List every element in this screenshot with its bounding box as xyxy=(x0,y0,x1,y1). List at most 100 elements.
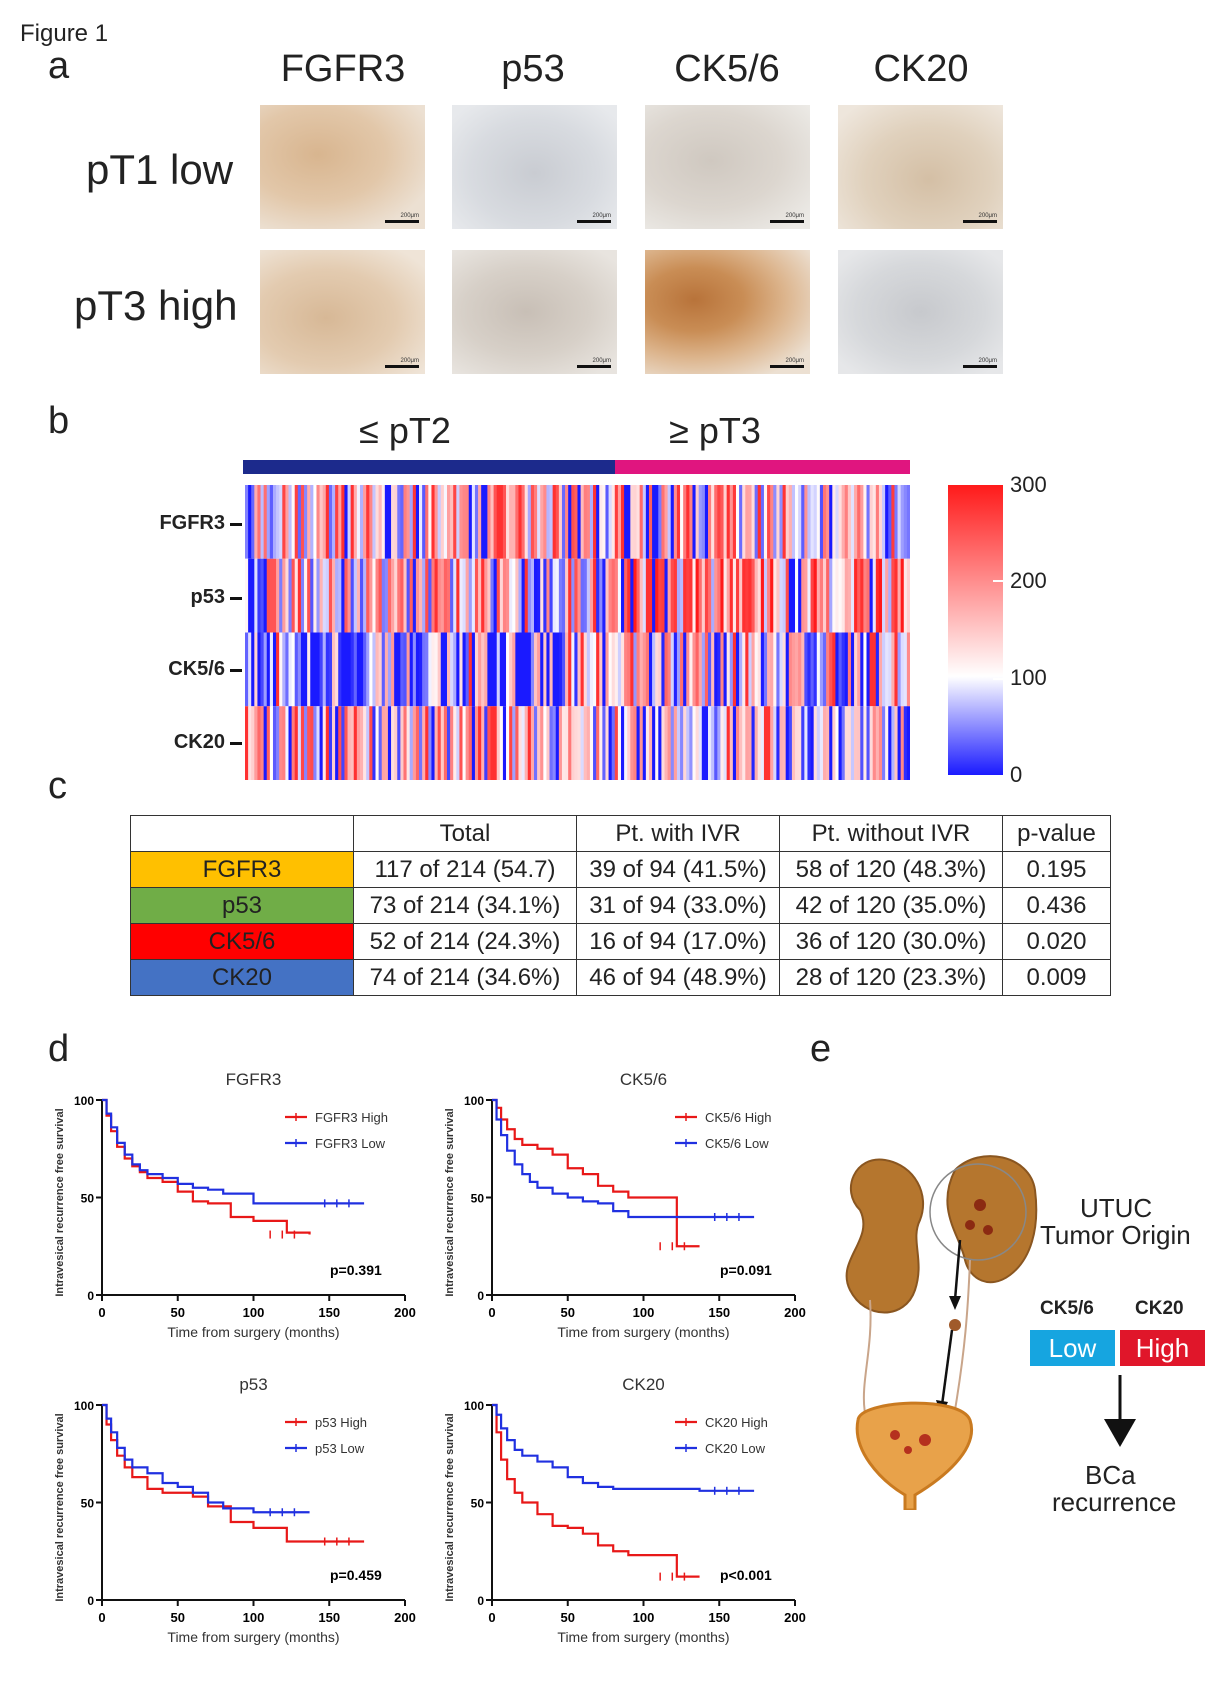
legend-label: FGFR3 Low xyxy=(315,1136,386,1151)
heatmap-cell xyxy=(543,558,547,633)
heatmap-cell xyxy=(263,485,268,559)
heatmap-tick xyxy=(230,523,242,526)
heatmap-cell xyxy=(387,632,392,707)
heatmap-cell xyxy=(667,558,672,633)
heatmap-cell xyxy=(652,558,656,633)
heatmap-cell xyxy=(571,485,575,559)
heatmap-cell xyxy=(602,485,606,559)
heatmap-cell xyxy=(571,632,575,707)
colorbar-label-200: 200 xyxy=(1010,568,1047,593)
heatmap-cell xyxy=(456,485,460,559)
x-tick-label: 200 xyxy=(394,1610,416,1625)
heatmap-cell xyxy=(695,558,700,633)
heatmap-cell xyxy=(384,558,389,633)
heatmap-cell xyxy=(257,706,261,780)
heatmap-cell xyxy=(633,558,637,633)
heatmap xyxy=(245,485,910,780)
heatmap-cell xyxy=(549,706,554,780)
heatmap-cell xyxy=(282,485,286,559)
heatmap-cell xyxy=(465,485,470,559)
ihc-column-fgfr3: FGFR3 xyxy=(280,48,406,90)
heatmap-cell xyxy=(633,632,637,707)
heatmap-cell xyxy=(627,558,631,633)
heatmap-cell xyxy=(701,706,706,780)
heatmap-cell xyxy=(906,706,910,780)
heatmap-cell xyxy=(586,485,591,559)
heatmap-cell xyxy=(726,558,731,633)
heatmap-cell xyxy=(708,558,712,633)
heatmap-cell xyxy=(630,706,634,780)
heatmap-cell xyxy=(900,706,905,780)
heatmap-cell xyxy=(419,485,423,559)
heatmap-cell xyxy=(391,485,395,559)
heatmap-cell xyxy=(857,632,861,707)
heatmap-cell xyxy=(832,558,836,633)
heatmap-cell xyxy=(608,558,613,633)
panel-letter-d: d xyxy=(48,1028,70,1070)
scale-bar xyxy=(770,220,804,223)
km-title: p53 xyxy=(239,1375,267,1394)
heatmap-cell xyxy=(621,706,625,780)
scale-label: 200μm xyxy=(592,358,611,364)
heatmap-cell xyxy=(471,632,476,707)
right-kidney-shape xyxy=(946,1155,1038,1284)
heatmap-cell xyxy=(763,632,768,707)
heatmap-cell xyxy=(689,485,693,559)
heatmap-cell xyxy=(711,632,715,707)
heatmap-cell xyxy=(481,706,485,780)
heatmap-cell xyxy=(838,706,843,780)
heatmap-cell xyxy=(478,485,482,559)
heatmap-cell xyxy=(403,632,407,707)
heatmap-cell xyxy=(826,632,830,707)
scale-bar xyxy=(385,365,419,368)
heatmap-cell xyxy=(490,485,494,559)
heatmap-cell xyxy=(875,706,880,780)
heatmap-cell xyxy=(695,485,700,559)
heatmap-cell xyxy=(574,558,578,633)
heatmap-cell xyxy=(512,558,516,633)
heatmap-cell xyxy=(614,632,619,707)
heatmap-cell xyxy=(453,706,457,780)
heatmap-cell xyxy=(878,485,883,559)
heatmap-cell xyxy=(816,558,821,633)
heatmap-cell xyxy=(891,558,895,633)
heatmap-cell xyxy=(580,632,585,707)
heatmap-cell xyxy=(813,485,818,559)
heatmap-cell xyxy=(589,558,594,633)
heatmap-cell xyxy=(850,485,855,559)
heatmap-cell xyxy=(751,485,756,559)
heatmap-cell xyxy=(900,632,905,707)
heatmap-cell xyxy=(490,706,494,780)
heatmap-cell xyxy=(406,558,411,633)
heatmap-cell xyxy=(717,706,721,780)
heatmap-cell xyxy=(639,485,644,559)
heatmap-cell xyxy=(465,558,470,633)
figure-title: Figure 1 xyxy=(20,20,109,47)
heatmap-cell xyxy=(282,632,286,707)
heatmap-cell xyxy=(453,558,457,633)
heatmap-cell xyxy=(854,706,858,780)
legend-label: CK5/6 Low xyxy=(705,1136,769,1151)
heatmap-cell xyxy=(763,706,768,780)
km-title: CK5/6 xyxy=(620,1070,667,1089)
heatmap-cell xyxy=(717,558,721,633)
heatmap-cell xyxy=(720,706,724,780)
heatmap-cell xyxy=(403,706,407,780)
heatmap-cell xyxy=(875,632,880,707)
heatmap-cell xyxy=(599,485,603,559)
heatmap-cell xyxy=(499,558,504,633)
heatmap-cell xyxy=(372,558,376,633)
heatmap-cell xyxy=(484,632,488,707)
heatmap-cell xyxy=(552,558,557,633)
x-axis-label: Time from surgery (months) xyxy=(557,1629,729,1645)
heatmap-cell xyxy=(313,706,317,780)
heatmap-cell xyxy=(754,485,759,559)
heatmap-cell xyxy=(735,632,740,707)
heatmap-cell xyxy=(894,706,898,780)
y-tick-label: 100 xyxy=(74,1094,94,1108)
ck20-header: CK20 xyxy=(1135,1298,1184,1319)
heatmap-cell xyxy=(558,632,563,707)
heatmap-cell xyxy=(316,632,320,707)
heatmap-cell xyxy=(900,485,905,559)
heatmap-cell xyxy=(316,485,320,559)
